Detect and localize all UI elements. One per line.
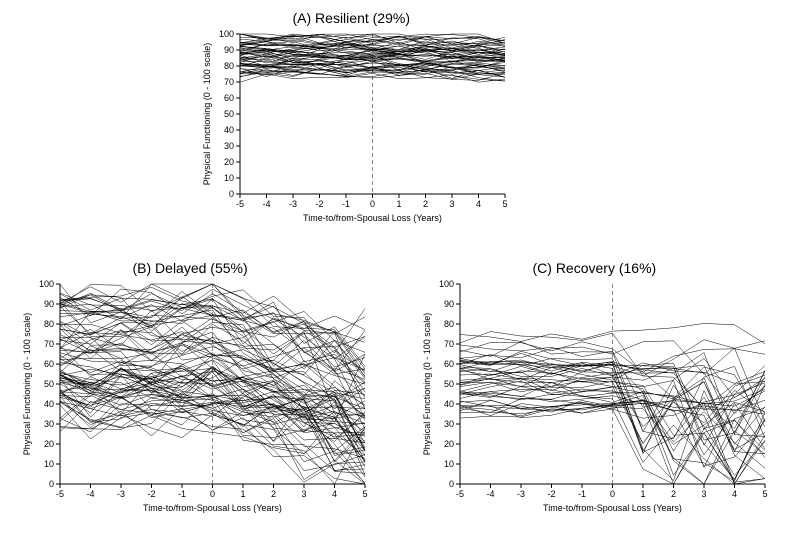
x-tick-label: 1 <box>396 199 401 209</box>
x-tick-label: -3 <box>517 489 525 499</box>
chart-panel-b: (B) Delayed (55%)0102030405060708090100-… <box>15 260 385 525</box>
x-tick-label: -5 <box>236 199 244 209</box>
y-tick-label: 30 <box>224 141 234 151</box>
y-tick-label: 100 <box>439 279 454 289</box>
x-tick-label: -3 <box>289 199 297 209</box>
x-tick-label: -3 <box>117 489 125 499</box>
x-tick-label: 5 <box>502 199 507 209</box>
x-tick-label: 0 <box>210 489 215 499</box>
chart-svg: 0 10 20 30 40 50 60 70 80 90 100 -5 -4 -3 -2 -1 0 1 2 3 4 5 Ti… <box>195 10 525 235</box>
y-tick-label: 0 <box>229 189 234 199</box>
x-tick-label: 0 <box>370 199 375 209</box>
x-tick-label: 4 <box>332 489 337 499</box>
y-tick-label: 60 <box>44 359 54 369</box>
y-tick-label: 10 <box>224 173 234 183</box>
x-axis-label: Time-to/from-Spousal Loss (Years) <box>543 503 682 513</box>
y-tick-label: 80 <box>224 61 234 71</box>
y-tick-label: 70 <box>224 77 234 87</box>
y-tick-label: 70 <box>44 339 54 349</box>
x-tick-label: 2 <box>671 489 676 499</box>
y-tick-label: 40 <box>44 399 54 409</box>
x-tick-label: 4 <box>476 199 481 209</box>
x-tick-label: -4 <box>262 199 270 209</box>
y-tick-label: 0 <box>49 479 54 489</box>
x-tick-label: -2 <box>547 489 555 499</box>
y-tick-label: 50 <box>44 379 54 389</box>
x-axis-label: Time-to/from-Spousal Loss (Years) <box>303 213 442 223</box>
x-tick-label: 0 <box>610 489 615 499</box>
x-tick-label: -1 <box>342 199 350 209</box>
y-tick-label: 10 <box>44 459 54 469</box>
trajectory-line <box>460 401 765 444</box>
x-tick-label: -2 <box>147 489 155 499</box>
x-tick-label: 1 <box>640 489 645 499</box>
x-tick-label: -5 <box>56 489 64 499</box>
chart-svg: 0 10 20 30 40 50 60 70 80 90 100 -5 -4 -3 -2 -1 0 1 2 3 4 5 Ti… <box>415 260 785 525</box>
y-tick-label: 100 <box>39 279 54 289</box>
x-tick-label: 5 <box>762 489 767 499</box>
x-tick-label: 2 <box>271 489 276 499</box>
x-tick-label: -1 <box>178 489 186 499</box>
x-tick-label: -4 <box>86 489 94 499</box>
y-tick-label: 80 <box>444 319 454 329</box>
x-tick-label: -5 <box>456 489 464 499</box>
y-tick-label: 20 <box>44 439 54 449</box>
y-tick-label: 90 <box>44 299 54 309</box>
x-tick-label: 3 <box>701 489 706 499</box>
y-tick-label: 20 <box>444 439 454 449</box>
y-tick-label: 50 <box>224 109 234 119</box>
y-tick-label: 10 <box>444 459 454 469</box>
y-tick-label: 0 <box>449 479 454 489</box>
y-tick-label: 40 <box>224 125 234 135</box>
y-tick-label: 100 <box>219 29 234 39</box>
chart-panel-c: (C) Recovery (16%)0102030405060708090100… <box>415 260 785 525</box>
x-tick-label: 5 <box>362 489 367 499</box>
x-tick-label: -1 <box>578 489 586 499</box>
y-tick-label: 60 <box>444 359 454 369</box>
y-tick-label: 20 <box>224 157 234 167</box>
x-axis-label: Time-to/from-Spousal Loss (Years) <box>143 503 282 513</box>
x-tick-label: -2 <box>315 199 323 209</box>
y-axis-label: Physical Functioning (0 - 100 scale) <box>422 313 432 456</box>
x-tick-label: 3 <box>301 489 306 499</box>
y-tick-label: 80 <box>44 319 54 329</box>
x-tick-label: -4 <box>486 489 494 499</box>
x-tick-label: 3 <box>449 199 454 209</box>
y-tick-label: 60 <box>224 93 234 103</box>
y-tick-label: 90 <box>224 45 234 55</box>
y-tick-label: 90 <box>444 299 454 309</box>
y-tick-label: 50 <box>444 379 454 389</box>
x-tick-label: 2 <box>423 199 428 209</box>
x-tick-label: 1 <box>240 489 245 499</box>
chart-panel-a: (A) Resilient (29%)010203040506070809010… <box>195 10 525 235</box>
y-tick-label: 70 <box>444 339 454 349</box>
y-axis-label: Physical Functioning (0 - 100 scale) <box>22 313 32 456</box>
y-tick-label: 40 <box>444 399 454 409</box>
x-tick-label: 4 <box>732 489 737 499</box>
y-tick-label: 30 <box>444 419 454 429</box>
chart-svg: 0 10 20 30 40 50 60 70 80 90 100 -5 -4 -3 -2 -1 0 1 2 3 4 5 Ti… <box>15 260 385 525</box>
y-axis-label: Physical Functioning (0 - 100 scale) <box>202 43 212 186</box>
y-tick-label: 30 <box>44 419 54 429</box>
